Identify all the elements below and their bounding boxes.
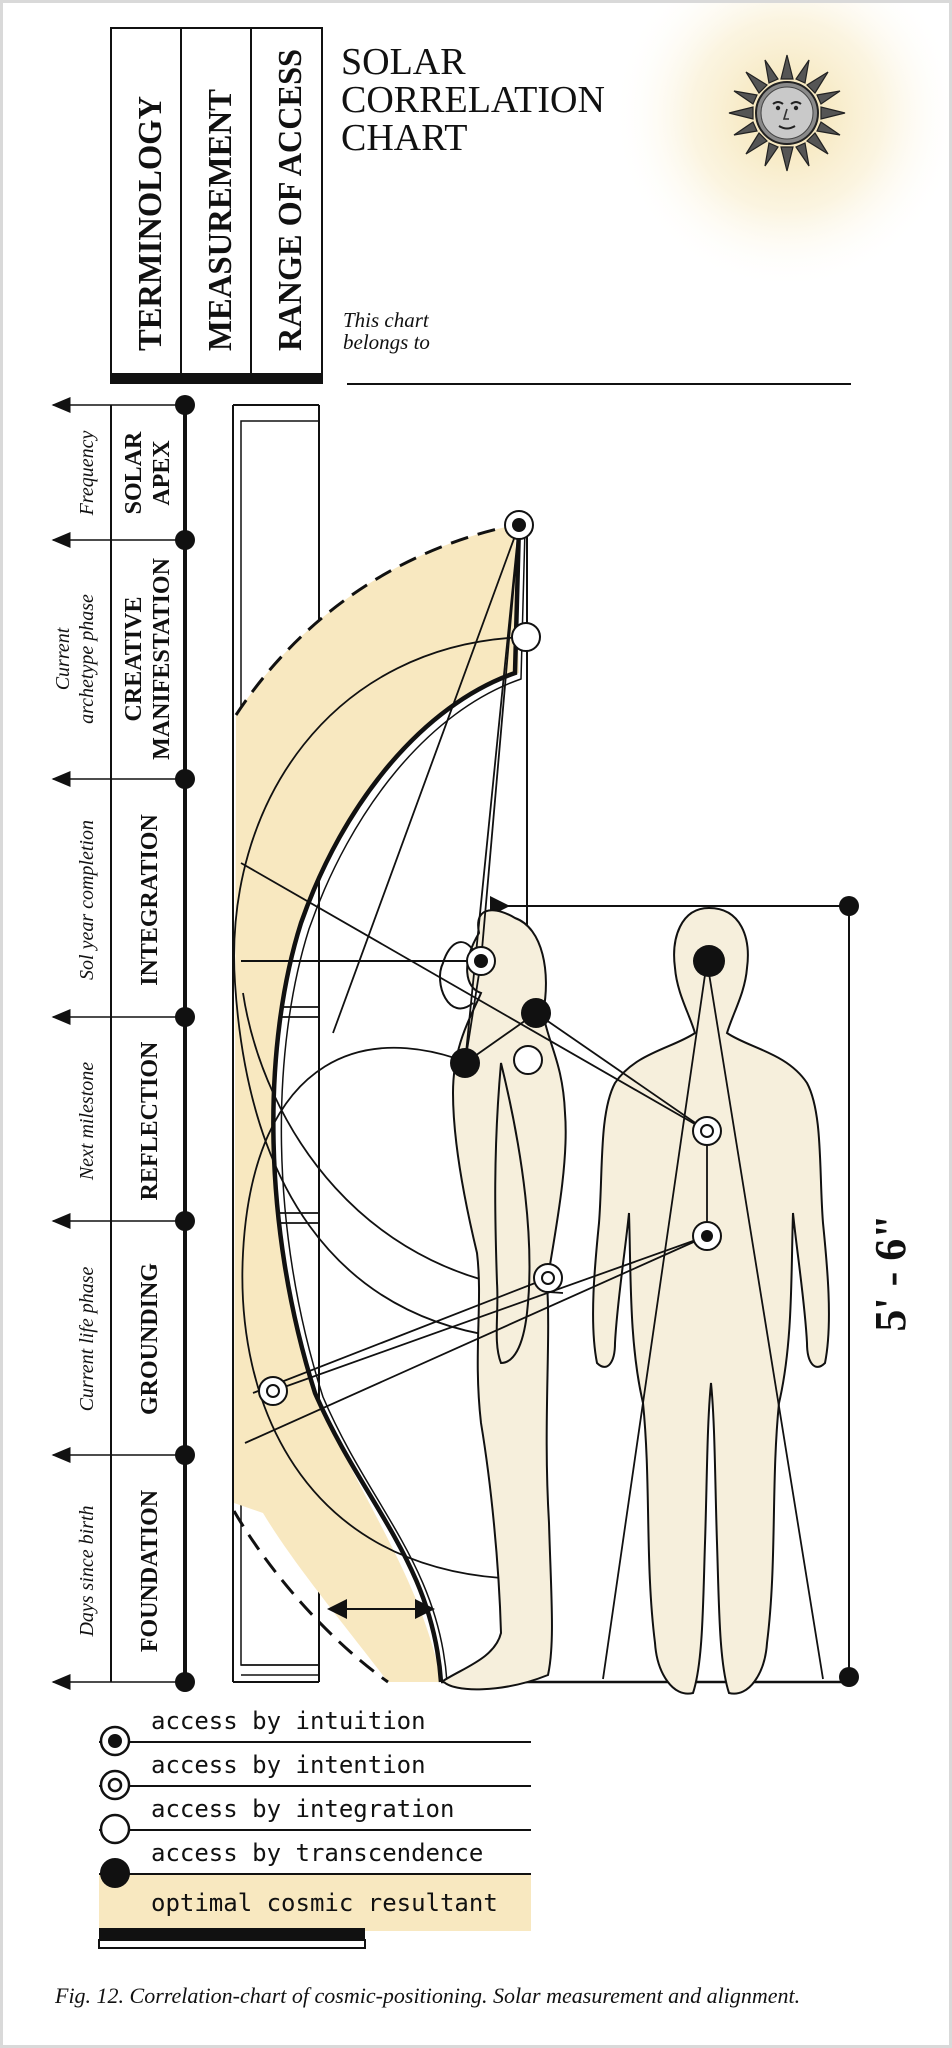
phase-dividers bbox=[51, 397, 185, 1690]
term-sol-year: Sol year completion bbox=[76, 820, 98, 980]
dot-in-ring-icon bbox=[99, 1725, 131, 1757]
chart-title: SOLAR CORRELATION CHART bbox=[341, 43, 661, 157]
legend-optimal-resultant: optimal cosmic resultant bbox=[151, 1889, 498, 1917]
cosmic-resultant-band bbox=[234, 525, 519, 1682]
figure-caption: Fig. 12. Correlation-chart of cosmic-pos… bbox=[55, 1983, 801, 2008]
phase-integration: INTEGRATION bbox=[137, 814, 163, 986]
title-line-1: SOLAR bbox=[341, 41, 466, 83]
open-ring-icon bbox=[99, 1813, 131, 1845]
phase-grounding: GROUNDING bbox=[137, 1263, 163, 1415]
cosmic-band-outer-dash bbox=[234, 523, 516, 716]
double-ring-icon bbox=[99, 1769, 131, 1801]
sun-face-icon bbox=[728, 54, 846, 172]
cosmic-band-lower-dash bbox=[232, 1510, 389, 1684]
phase-solar-1: SOLAR bbox=[121, 431, 147, 514]
solid-dot-icon bbox=[100, 1858, 130, 1888]
alignment-lines bbox=[240, 524, 824, 1680]
owner-label-line-1: This chart bbox=[343, 308, 429, 332]
phase-apex-2: APEX bbox=[149, 440, 175, 506]
legend-intention: access by intention bbox=[151, 1751, 426, 1779]
phase-reflection: REFLECTION bbox=[137, 1041, 163, 1200]
resultant-curve bbox=[271, 524, 522, 1683]
scale-nodes bbox=[175, 395, 195, 1692]
header-col-terminology: TERMINOLOGY bbox=[132, 96, 169, 351]
correlation-diagram: TERMINOLOGY MEASUREMENT RANGE OF ACCESS bbox=[51, 3, 949, 1949]
header-table bbox=[110, 27, 323, 384]
phase-foundation: FOUNDATION bbox=[137, 1489, 163, 1652]
height-node-top bbox=[839, 896, 859, 916]
term-current-archetype-1: Current bbox=[52, 627, 74, 690]
height-node-bottom bbox=[839, 1667, 859, 1687]
height-label: 5' - 6" bbox=[866, 1214, 915, 1331]
title-line-3: CHART bbox=[341, 117, 468, 159]
title-line-2: CORRELATION bbox=[341, 79, 605, 121]
legend-transcendence: access by transcendence bbox=[151, 1839, 484, 1867]
header-col-measurement: MEASUREMENT bbox=[202, 89, 239, 351]
term-current-life: Current life phase bbox=[76, 1266, 98, 1411]
phase-creative-1: CREATIVE bbox=[121, 597, 147, 722]
phase-manifestation-2: MANIFESTATION bbox=[149, 557, 175, 759]
owner-label-line-2: belongs to bbox=[343, 330, 430, 354]
front-figure bbox=[592, 906, 830, 1695]
term-current-archetype-2: archetype phase bbox=[76, 594, 98, 724]
legend-integration: access by integration bbox=[151, 1795, 455, 1823]
term-days-since-birth: Days since birth bbox=[76, 1505, 98, 1637]
access-markers bbox=[258, 510, 725, 1406]
term-frequency: Frequency bbox=[76, 430, 98, 516]
header-col-range-of-access: RANGE OF ACCESS bbox=[272, 49, 309, 351]
legend bbox=[98, 1741, 531, 1949]
term-next-milestone: Next milestone bbox=[76, 1062, 98, 1181]
legend-icons bbox=[99, 1725, 131, 1888]
owner-label: This chart belongs to bbox=[343, 309, 430, 353]
legend-intuition: access by intuition bbox=[151, 1707, 426, 1735]
